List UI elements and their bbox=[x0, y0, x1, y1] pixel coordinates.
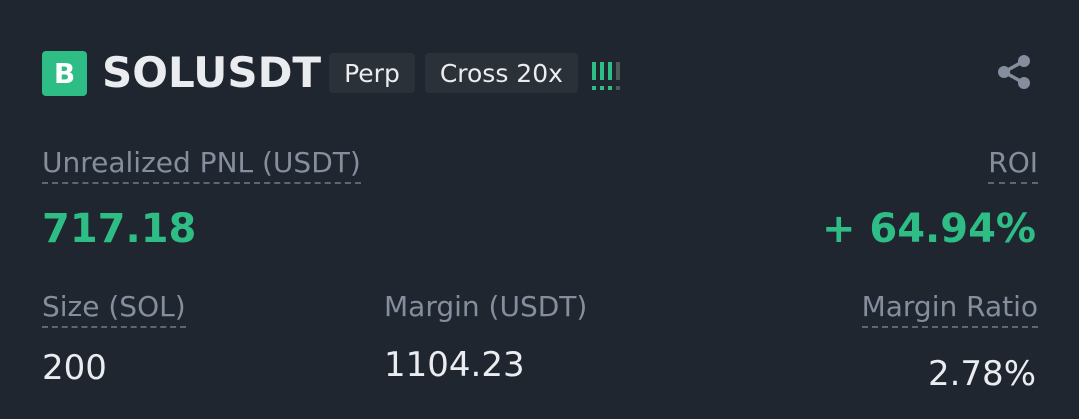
size-value: 200 bbox=[42, 348, 107, 388]
roi-label[interactable]: ROI bbox=[988, 146, 1038, 184]
margin-label: Margin (USDT) bbox=[384, 290, 588, 323]
symbol-title[interactable]: SOLUSDT bbox=[102, 48, 322, 97]
risk-bar bbox=[615, 62, 620, 90]
position-header: B SOLUSDT Perp Cross 20x bbox=[42, 48, 620, 98]
risk-bar bbox=[591, 62, 596, 90]
margin-ratio-value: 2.78% bbox=[927, 354, 1036, 394]
risk-level-indicator[interactable] bbox=[591, 56, 620, 90]
margin-value: 1104.23 bbox=[384, 345, 525, 385]
contract-type-tag: Perp bbox=[329, 53, 415, 93]
size-label[interactable]: Size (SOL) bbox=[42, 290, 186, 328]
share-icon[interactable] bbox=[994, 52, 1034, 92]
risk-bar bbox=[607, 62, 612, 90]
margin-ratio-label[interactable]: Margin Ratio bbox=[861, 290, 1038, 328]
roi-value: + 64.94% bbox=[821, 206, 1036, 252]
side-badge: B bbox=[42, 50, 87, 96]
unrealized-pnl-value: 717.18 bbox=[42, 206, 197, 252]
margin-mode-tag[interactable]: Cross 20x bbox=[424, 53, 578, 93]
unrealized-pnl-label[interactable]: Unrealized PNL (USDT) bbox=[42, 146, 361, 184]
risk-bar bbox=[599, 62, 604, 90]
